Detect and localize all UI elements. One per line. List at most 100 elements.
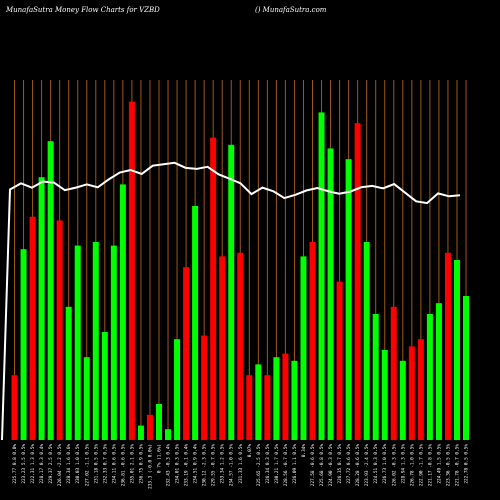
x-tick-label: 226.35 0.7 0.5%	[337, 444, 343, 484]
x-tick-label: 226.73 1.0 0.5%	[382, 444, 388, 484]
bar-43	[390, 306, 397, 440]
x-tick-label: 0.07%	[247, 444, 253, 458]
site-credit: () MunafaSutra.com	[255, 6, 327, 14]
x-tick-label: 236.81 -0.6 0.5%	[120, 444, 126, 487]
bar-39	[354, 123, 361, 440]
bar-23	[210, 137, 217, 440]
bar-18	[165, 429, 172, 440]
x-axis-labels: 225.77 0.8 0.0% 223.23 5.5 0.5% 222.31 1.3…	[12, 444, 469, 489]
x-tick-label: 222.90 -1.7 0.5%	[418, 444, 424, 487]
chart-title: MunafaSutra Money Flow Charts for VZBD	[5, 6, 160, 14]
x-tick-label: 227.72 0.6 0.5%	[346, 444, 352, 484]
bar-10	[92, 242, 99, 440]
x-tick-label: 231.33 1.6 0.5%	[238, 444, 244, 484]
bar-42	[381, 350, 388, 440]
bar-27	[246, 375, 253, 440]
bar-14	[128, 101, 135, 440]
bar-51	[463, 296, 470, 440]
bar-35	[318, 112, 325, 441]
x-tick-label: 224.51 0.3 0.5%	[373, 444, 379, 484]
x-tick-label: 230.21 1.7 0.5%	[274, 444, 280, 484]
bar-11	[101, 332, 108, 440]
x-tick-label: 228.28 -0.6 0.5%	[355, 444, 361, 487]
x-tick-label: 226.09 1.1 0.5%	[292, 444, 298, 484]
x-tick-label: 227.02 -1.1 0.5%	[84, 444, 90, 487]
bar-6	[56, 220, 63, 440]
x-tick-label: 234.57 -1.0 0.5%	[229, 444, 235, 487]
x-tick-label: 234.51 0.9 0.4%	[193, 444, 199, 484]
price-line	[1, 161, 461, 441]
bar-20	[183, 267, 190, 440]
x-tick-label: 224.90 -0.3 0.5%	[328, 444, 334, 487]
x-tick-label: 226.34 0.3 0.5%	[265, 444, 271, 484]
bar-46	[417, 339, 424, 440]
bar-29	[264, 375, 271, 440]
x-tick-label: 228.94 1.3 0.5%	[400, 444, 406, 484]
x-tick-label: 234.01 0.3 0.5%	[175, 444, 181, 484]
x-tick-label: 222.31 1.3 0.5%	[30, 444, 36, 484]
x-tick-label: 232.33 0.7 0.5%	[102, 444, 108, 484]
bar-47	[426, 314, 433, 440]
x-tick-label: 233.19 -0.1 0.4%	[184, 444, 190, 487]
bar-49	[444, 252, 451, 440]
bar-4	[38, 177, 45, 440]
x-tick-label: 229.37 2.5 0.5%	[48, 444, 54, 484]
bar-31	[282, 353, 289, 440]
bar-21	[192, 206, 199, 440]
bar-25	[228, 144, 235, 441]
x-tick-label: 0.34%	[301, 444, 307, 458]
x-tick-label: 228.56 -0.7 0.5%	[283, 444, 289, 487]
x-tick-label: 226.04 -2.2 0.5%	[57, 444, 63, 487]
bar-8	[74, 245, 81, 440]
bar-28	[255, 364, 262, 440]
bar-5	[47, 141, 54, 440]
bar-32	[291, 360, 298, 440]
bar-45	[408, 346, 415, 440]
bar-41	[372, 314, 379, 440]
bar-30	[273, 357, 280, 440]
money-flow-bars	[11, 101, 470, 441]
x-tick-label: 225.68 -0.8 0.5%	[319, 444, 325, 487]
x-tick-label: 223.93 -2.4 0.5%	[364, 444, 370, 487]
x-tick-label: 230.12 -2.3 0.5%	[202, 444, 208, 487]
bar-40	[363, 242, 370, 440]
x-tick-label: 231.18 0.5 0.5%	[93, 444, 99, 484]
x-tick-label: 228.17 0.3 0.4%	[39, 444, 45, 484]
bar-33	[300, 256, 307, 440]
x-tick-label: 236.75 0.9 0.5%	[138, 444, 144, 484]
bar-19	[174, 339, 181, 440]
bar-2	[20, 249, 27, 440]
x-tick-label: 223.23 5.5 0.5%	[21, 444, 27, 484]
x-tick-label: 233.3 (-0.0 0.0%)	[147, 444, 153, 489]
bar-3	[29, 216, 36, 440]
x-tick-label: 227.58 -0.6 0.5%	[310, 444, 316, 487]
bar-22	[201, 335, 208, 440]
bar-50	[453, 260, 460, 440]
x-tick-label: 223.36 -0.5 0.5%	[445, 444, 451, 487]
bar-38	[345, 159, 352, 440]
bar-9	[83, 357, 90, 440]
bar-15	[137, 425, 144, 440]
x-tick-label: 228.34 1.6 0.6%	[66, 444, 72, 484]
bar-34	[309, 242, 316, 440]
bar-17	[155, 404, 162, 440]
bar-36	[327, 148, 334, 440]
x-tick-label: 225.65 -2.5 0.5%	[256, 444, 262, 487]
bar-16	[146, 414, 153, 440]
x-tick-label: 234.11 0.6 0.5%	[111, 444, 117, 484]
bar-12	[110, 245, 117, 440]
x-tick-label: 233.34 1.2 0.5%	[220, 444, 226, 484]
x-tick-label: 226.02 -0.3 0.5%	[391, 444, 397, 487]
bar-13	[119, 184, 126, 440]
x-tick-label: 225.77 0.8 0.0%	[12, 444, 18, 484]
x-tick-label: 221.17 -0.8 0.5%	[427, 444, 433, 487]
bar-48	[435, 303, 442, 440]
bar-26	[237, 252, 244, 440]
x-tick-label: 235.01 2.1 0.5%	[129, 444, 135, 484]
x-tick-label: 226.78 -1.0 0.5%	[409, 444, 415, 487]
x-tick-label: 221.78 -0.7 0.5%	[454, 444, 460, 487]
x-tick-label: 0 7% (1.6%)	[156, 444, 162, 473]
x-tick-label: 230.03 1.0 0.5%	[75, 444, 81, 484]
x-tick-label: 222.78 0.5 0.5%	[464, 444, 470, 484]
